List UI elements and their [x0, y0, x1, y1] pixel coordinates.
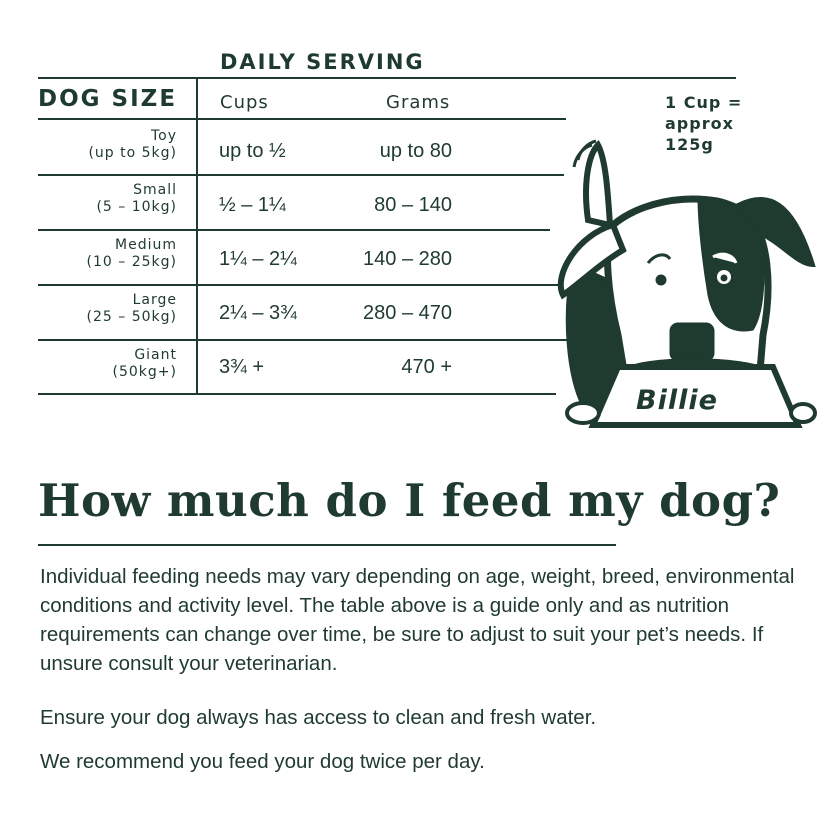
cups-value: up to ½: [219, 140, 286, 162]
divider: [38, 118, 566, 120]
daily-serving-header: DAILY SERVING: [220, 50, 425, 74]
cups-header: Cups: [220, 92, 269, 113]
column-divider: [196, 79, 198, 395]
divider: [38, 284, 568, 286]
title-underline: [38, 544, 616, 546]
divider: [38, 174, 564, 176]
dog-illustration-icon: [557, 139, 817, 428]
grams-value: 280 – 470: [363, 302, 452, 324]
size-label: Giant: [134, 347, 177, 363]
size-label: Medium: [115, 237, 177, 253]
weight-range: (10 – 25kg): [86, 254, 177, 270]
water-paragraph: Ensure your dog always has access to cle…: [40, 706, 597, 729]
bowl-label: Billie: [636, 385, 718, 416]
body-paragraph: Individual feeding needs may vary depend…: [40, 565, 795, 675]
cups-value: ½ – 1¼: [219, 194, 286, 216]
divider: [38, 77, 736, 79]
cups-value: 3¾ +: [219, 356, 265, 378]
size-label: Small: [133, 182, 177, 198]
grams-value: 140 – 280: [363, 248, 452, 270]
divider: [38, 393, 556, 395]
weight-range: (50kg+): [112, 364, 177, 380]
size-label: Large: [132, 292, 177, 308]
dog-size-header: DOG SIZE: [38, 86, 178, 112]
divider: [38, 339, 570, 341]
cups-value: 2¼ – 3¾: [219, 302, 297, 324]
weight-range: (25 – 50kg): [86, 309, 177, 325]
grams-header: Grams: [386, 92, 451, 113]
weight-range: (5 – 10kg): [96, 199, 177, 215]
weight-range: (up to 5kg): [88, 145, 177, 161]
size-label: Toy: [150, 128, 177, 144]
cup-conversion-note: 1 Cup = approx 125g: [665, 93, 743, 154]
frequency-paragraph: We recommend you feed your dog twice per…: [40, 750, 485, 773]
divider: [38, 229, 550, 231]
grams-value: 80 – 140: [374, 194, 452, 216]
grams-value: up to 80: [379, 140, 452, 162]
cups-value: 1¼ – 2¼: [219, 248, 297, 270]
grams-value: 470 +: [401, 356, 452, 378]
page-title: How much do I feed my dog?: [38, 474, 781, 527]
